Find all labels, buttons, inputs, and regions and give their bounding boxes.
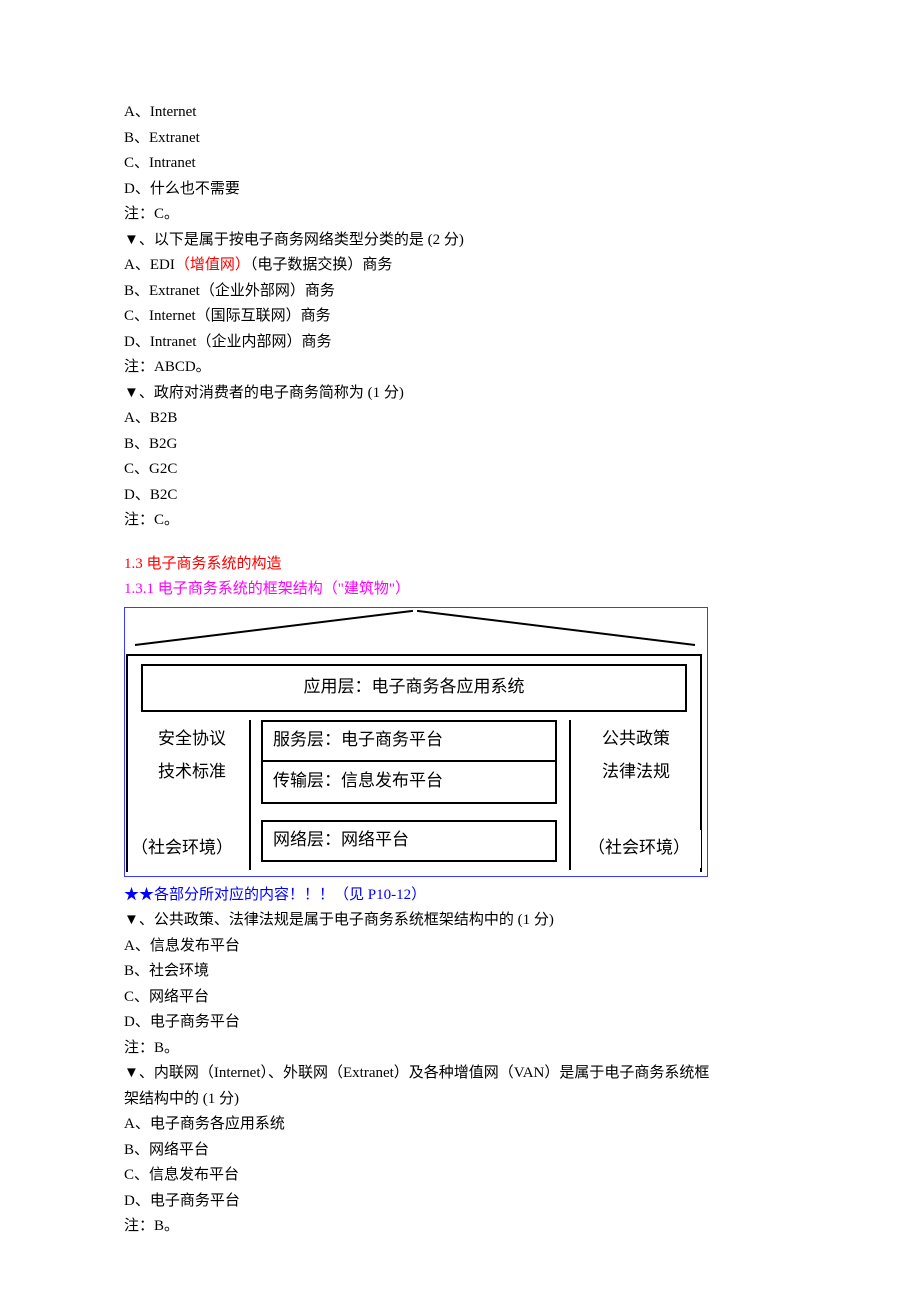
section-heading: 1.3 电子商务系统的构造 [124,552,796,578]
right-col-line1: 公共政策 [602,723,670,755]
answer-note: 注：B。 [124,1036,796,1062]
option-d: D、B2C [124,483,796,509]
option-c: C、Internet（国际互联网）商务 [124,304,796,330]
roof-line-left [135,609,413,645]
option-d: D、电子商务平台 [124,1010,796,1036]
option-c: C、G2C [124,457,796,483]
right-col-upper: 公共政策 法律法规 [577,718,695,794]
option-b: B、社会环境 [124,959,796,985]
left-col-line2: 技术标准 [158,756,226,788]
question-stem: ▼、公共政策、法律法规是属于电子商务系统框架结构中的 (1 分) [124,908,796,934]
option-a-pre: A、EDI [124,257,175,273]
left-col-lower-label: （社会环境） [131,834,233,863]
network-layer-box: 网络层：网络平台 [261,820,557,862]
right-col-divider [569,720,571,870]
right-col-lower-label: （社会环境） [588,834,690,863]
option-c: C、网络平台 [124,985,796,1011]
option-c: C、信息发布平台 [124,1163,796,1189]
option-a: A、电子商务各应用系统 [124,1112,796,1138]
framework-diagram: 应用层：电子商务各应用系统 安全协议 技术标准 （社会环境） 服务层：电子商务平… [124,607,708,877]
answer-note: 注：ABCD。 [124,355,796,381]
service-layer-label: 服务层：电子商务平台 [273,726,443,755]
app-layer-box: 应用层：电子商务各应用系统 [141,664,687,712]
diagram-note: ★★各部分所对应的内容！！！（见 P10-12） [124,883,796,909]
option-a-red: （增值网） [175,257,250,273]
subsection-heading: 1.3.1 电子商务系统的框架结构（"建筑物"） [124,577,796,603]
service-layer-box: 服务层：电子商务平台 [261,720,557,762]
answer-note: 注：C。 [124,508,796,534]
option-b: B、Extranet（企业外部网）商务 [124,279,796,305]
left-col-upper: 安全协议 技术标准 [135,718,249,794]
option-c: C、Intranet [124,151,796,177]
option-a: A、EDI（增值网）（电子数据交换）商务 [124,253,796,279]
answer-note: 注：B。 [124,1214,796,1240]
answer-note: 注：C。 [124,202,796,228]
roof-line-right [417,609,695,645]
option-b: B、Extranet [124,126,796,152]
right-col-lower: （社会环境） [577,830,701,868]
transport-layer-box: 传输层：信息发布平台 [261,762,557,804]
right-col-line2: 法律法规 [602,756,670,788]
question-stem: ▼、政府对消费者的电子商务简称为 (1 分) [124,381,796,407]
question-stem-line2: 架结构中的 (1 分) [124,1087,796,1113]
app-layer-label: 应用层：电子商务各应用系统 [304,673,525,702]
option-b: B、网络平台 [124,1138,796,1164]
option-d: D、电子商务平台 [124,1189,796,1215]
left-col-line1: 安全协议 [158,723,226,755]
option-a-post: （电子数据交换）商务 [250,257,393,273]
option-d: D、什么也不需要 [124,177,796,203]
option-a: A、信息发布平台 [124,934,796,960]
option-a: A、B2B [124,406,796,432]
option-b: B、B2G [124,432,796,458]
option-d: D、Intranet（企业内部网）商务 [124,330,796,356]
diagram-note-text: 各部分所对应的内容！！！（见 P10-12） [154,887,426,903]
star-icon: ★★ [124,887,154,903]
left-col-lower: （社会环境） [129,830,247,868]
question-stem: ▼、以下是属于按电子商务网络类型分类的是 (2 分) [124,228,796,254]
option-a: A、Internet [124,100,796,126]
left-col-divider [249,720,251,870]
network-layer-label: 网络层：网络平台 [273,826,409,855]
transport-layer-label: 传输层：信息发布平台 [273,767,443,796]
question-stem-line1: ▼、内联网（Internet）、外联网（Extranet）及各种增值网（VAN）… [124,1061,796,1087]
